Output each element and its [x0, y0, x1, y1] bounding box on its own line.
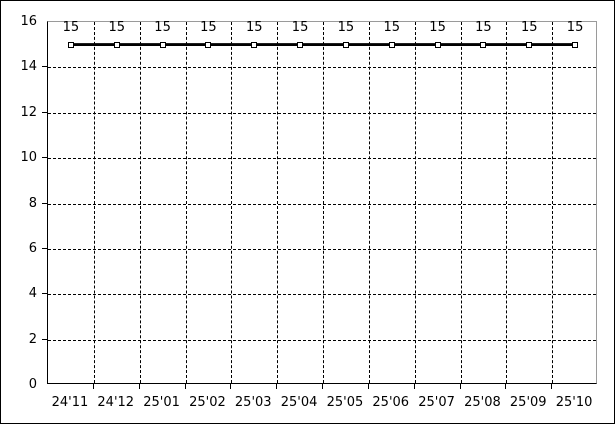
data-point-label: 15 — [62, 19, 80, 35]
y-tick-label: 12 — [20, 104, 37, 120]
data-point-marker — [388, 41, 395, 48]
data-point-marker — [67, 41, 74, 48]
x-tick-label: 25'04 — [280, 395, 318, 410]
y-tick-mark — [42, 66, 47, 68]
x-tick-mark — [92, 384, 94, 389]
data-point-marker — [159, 41, 166, 48]
x-tick-label: 25'06 — [372, 395, 410, 410]
y-tick-mark — [42, 247, 47, 249]
x-tick-label: 25'05 — [326, 395, 364, 410]
y-tick-label: 10 — [20, 150, 37, 166]
data-point-label: 15 — [383, 19, 401, 35]
x-tick-mark — [322, 384, 323, 389]
x-tick-mark — [230, 384, 232, 389]
data-point-marker — [297, 41, 304, 48]
data-point-label: 15 — [475, 19, 492, 35]
data-point-marker — [480, 41, 487, 48]
data-point-marker — [251, 41, 258, 48]
data-point-label: 15 — [337, 19, 355, 35]
y-tick-label: 0 — [28, 377, 37, 392]
data-point-label: 15 — [108, 19, 126, 35]
y-tick-label: 4 — [28, 286, 37, 302]
x-tick-mark — [505, 384, 507, 389]
x-tick-mark — [413, 384, 415, 389]
y-tick-mark — [42, 111, 47, 113]
data-point-marker — [205, 41, 212, 48]
x-tick-mark — [138, 384, 140, 389]
x-tick-label: 25'09 — [509, 395, 547, 410]
y-tick-label: 6 — [28, 240, 37, 256]
series-line — [70, 43, 574, 47]
x-tick-mark — [276, 384, 278, 389]
data-point-marker — [572, 41, 579, 48]
y-tick-label: 16 — [20, 14, 37, 29]
x-tick-label: 24'11 — [51, 395, 89, 410]
x-tick-label: 25'08 — [464, 395, 501, 410]
data-point-marker — [434, 41, 441, 48]
y-tick-label: 2 — [28, 331, 37, 347]
x-tick-label: 25'01 — [143, 395, 180, 410]
x-tick-mark — [184, 384, 186, 389]
data-point-label: 15 — [291, 19, 309, 35]
x-tick-label: 24'12 — [97, 395, 135, 410]
data-point-label: 15 — [520, 19, 538, 35]
data-point-label: 15 — [566, 19, 584, 35]
data-point-label: 15 — [154, 19, 171, 35]
y-tick-mark — [42, 202, 47, 204]
data-point-label: 15 — [245, 19, 263, 35]
y-tick-label: 8 — [28, 195, 37, 211]
x-tick-mark — [459, 384, 461, 389]
y-tick-mark — [42, 157, 47, 159]
x-tick-mark — [367, 384, 369, 389]
data-point-label: 15 — [429, 19, 446, 35]
x-tick-label: 25'02 — [189, 395, 226, 410]
y-tick-mark — [42, 338, 47, 340]
x-tick-label: 25'07 — [418, 395, 455, 410]
y-tick-mark — [42, 293, 47, 295]
data-point-marker — [342, 41, 349, 48]
y-tick-label: 14 — [20, 59, 37, 75]
data-point-marker — [113, 41, 120, 48]
data-point-marker — [526, 41, 533, 48]
x-tick-label: 25'10 — [555, 395, 593, 410]
plot-area: 15 15 15 15 15 15 15 15 15 15 15 15 — [47, 21, 597, 384]
data-point-label: 15 — [200, 19, 217, 35]
x-tick-mark — [551, 384, 553, 389]
x-tick-label: 25'03 — [234, 395, 272, 410]
